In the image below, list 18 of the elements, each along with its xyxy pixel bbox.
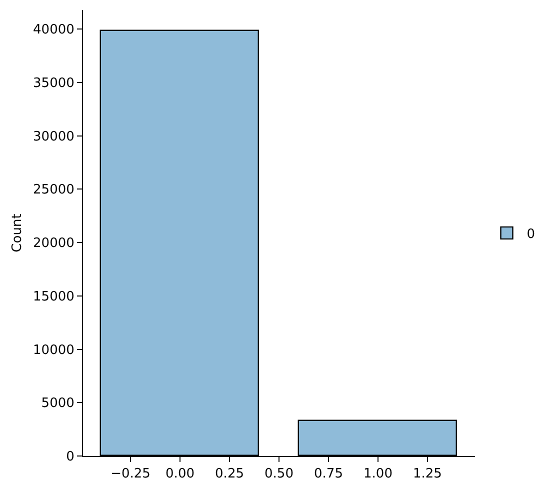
x-tick-label: 0.50 (264, 466, 294, 482)
y-axis-title: Count (10, 214, 25, 252)
y-tick-label: 0 (66, 450, 74, 465)
y-tick-label: 30000 (33, 129, 74, 144)
y-tick-label: 15000 (33, 289, 74, 304)
x-tick-label: 0.25 (215, 466, 244, 482)
y-tick-label: 5000 (41, 396, 74, 412)
y-tick-label: 10000 (33, 342, 74, 358)
x-tick-label: 0.75 (314, 466, 343, 482)
x-tick-label: −0.25 (110, 466, 150, 482)
x-tick-label: 1.25 (413, 466, 442, 482)
y-tick-label: 35000 (33, 76, 74, 91)
y-tick-label: 40000 (33, 22, 74, 38)
y-tick-label: 25000 (33, 182, 74, 198)
x-tick-label: 1.00 (364, 466, 392, 482)
y-tick-label: 20000 (33, 236, 74, 252)
x-tick-label: 0.00 (166, 466, 194, 482)
legend-label: 0 (526, 227, 536, 242)
